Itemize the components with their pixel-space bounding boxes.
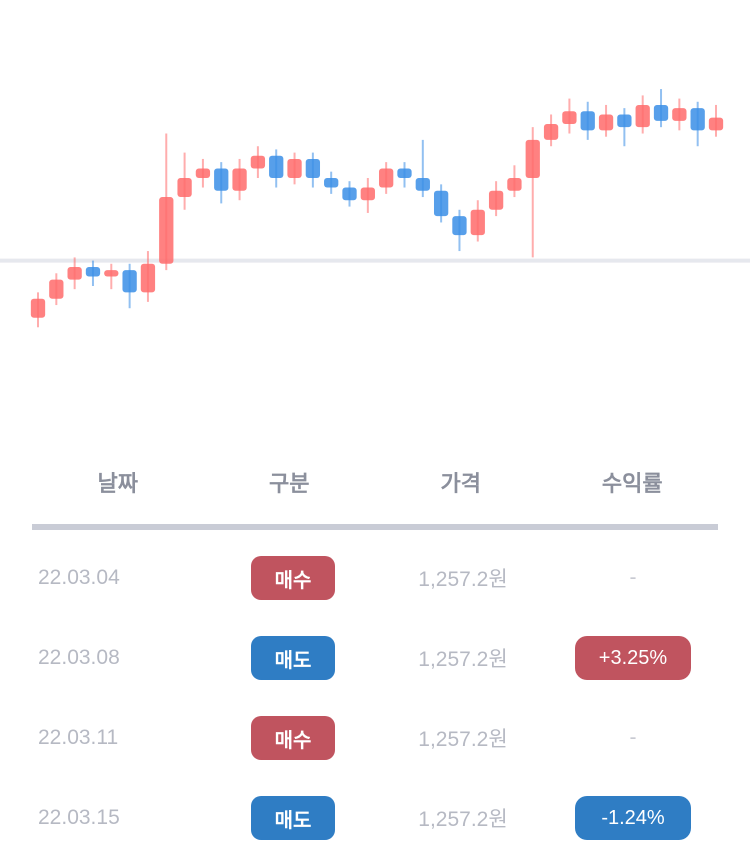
candle-up xyxy=(708,117,724,131)
candle-up xyxy=(250,155,266,169)
price-chart xyxy=(0,0,750,420)
trade-type-badge: 매수 xyxy=(251,556,335,600)
return-empty: - xyxy=(629,566,637,589)
candle-up xyxy=(140,263,156,293)
row-type-cell: 매수 xyxy=(208,716,378,760)
row-price: 1,257.2원 xyxy=(418,568,508,591)
candle-up xyxy=(287,158,302,178)
table-row[interactable]: 22.03.04 매수 1,257.2원 - xyxy=(32,538,718,618)
trade-type-badge: 매수 xyxy=(251,716,335,760)
candle-down xyxy=(342,187,357,201)
candle-up xyxy=(104,270,119,277)
row-type-cell: 매수 xyxy=(208,556,378,600)
candle-up xyxy=(379,168,394,188)
table-header: 날짜 구분 가격 수익률 xyxy=(32,440,718,530)
candle-down xyxy=(653,104,669,121)
candle-up xyxy=(562,111,577,124)
candle-up xyxy=(159,197,174,264)
candle-up xyxy=(177,178,192,198)
row-date: 22.03.15 xyxy=(38,806,120,829)
row-return-cell: -1.24% xyxy=(548,796,718,840)
candle-up xyxy=(488,190,504,210)
candle-down xyxy=(122,270,137,293)
candle-down xyxy=(214,168,229,191)
candlestick-chart xyxy=(0,89,750,328)
return-badge: +3.25% xyxy=(575,636,691,680)
row-type-cell: 매도 xyxy=(208,636,378,680)
candle-down xyxy=(617,114,632,128)
row-return-cell: +3.25% xyxy=(548,636,718,680)
candle-down xyxy=(397,168,412,178)
candle-down xyxy=(305,158,321,178)
return-empty: - xyxy=(629,726,637,749)
candle-up xyxy=(360,187,375,201)
header-price: 가격 xyxy=(440,471,481,496)
candle-down xyxy=(324,178,339,188)
row-date: 22.03.04 xyxy=(38,566,120,589)
candle-up xyxy=(635,104,650,128)
candle-down xyxy=(415,178,430,191)
candle-down xyxy=(433,190,449,217)
row-date: 22.03.11 xyxy=(38,726,119,749)
candle-down xyxy=(452,216,467,236)
candle-up xyxy=(598,114,614,131)
row-price: 1,257.2원 xyxy=(418,648,508,671)
candle-up xyxy=(30,298,46,318)
trade-history-table: 날짜 구분 가격 수익률 22.03.04 매수 1,257.2원 - 22.03.08… xyxy=(0,440,750,844)
row-date: 22.03.08 xyxy=(38,646,120,669)
trade-type-badge: 매도 xyxy=(251,636,335,680)
row-type-cell: 매도 xyxy=(208,796,378,840)
trade-type-badge: 매도 xyxy=(251,796,335,840)
candle-up xyxy=(232,168,247,191)
row-return-cell: - xyxy=(548,566,718,590)
header-type: 구분 xyxy=(269,471,310,496)
row-price: 1,257.2원 xyxy=(418,728,508,751)
candle-down xyxy=(269,155,284,178)
row-price: 1,257.2원 xyxy=(418,808,508,831)
candle-up xyxy=(672,108,687,121)
candle-down xyxy=(580,111,595,131)
candle-up xyxy=(195,168,211,178)
candle-up xyxy=(49,279,64,299)
row-return-cell: - xyxy=(548,726,718,750)
candle-up xyxy=(525,139,540,178)
candle-up xyxy=(67,266,82,280)
return-badge: -1.24% xyxy=(575,796,691,840)
table-row[interactable]: 22.03.08 매도 1,257.2원 +3.25% xyxy=(32,618,718,698)
header-return: 수익률 xyxy=(601,471,663,496)
table-row[interactable]: 22.03.15 매도 1,257.2원 -1.24% xyxy=(32,778,718,858)
candle-up xyxy=(543,124,559,140)
header-date: 날짜 xyxy=(97,471,138,496)
table-row[interactable]: 22.03.11 매수 1,257.2원 - xyxy=(32,698,718,778)
table-body: 22.03.04 매수 1,257.2원 - 22.03.08 매도 1,257.2원 +3.… xyxy=(32,538,718,858)
candle-up xyxy=(470,209,485,236)
candle-down xyxy=(85,266,101,277)
candle-down xyxy=(690,108,705,131)
candle-up xyxy=(507,178,522,191)
